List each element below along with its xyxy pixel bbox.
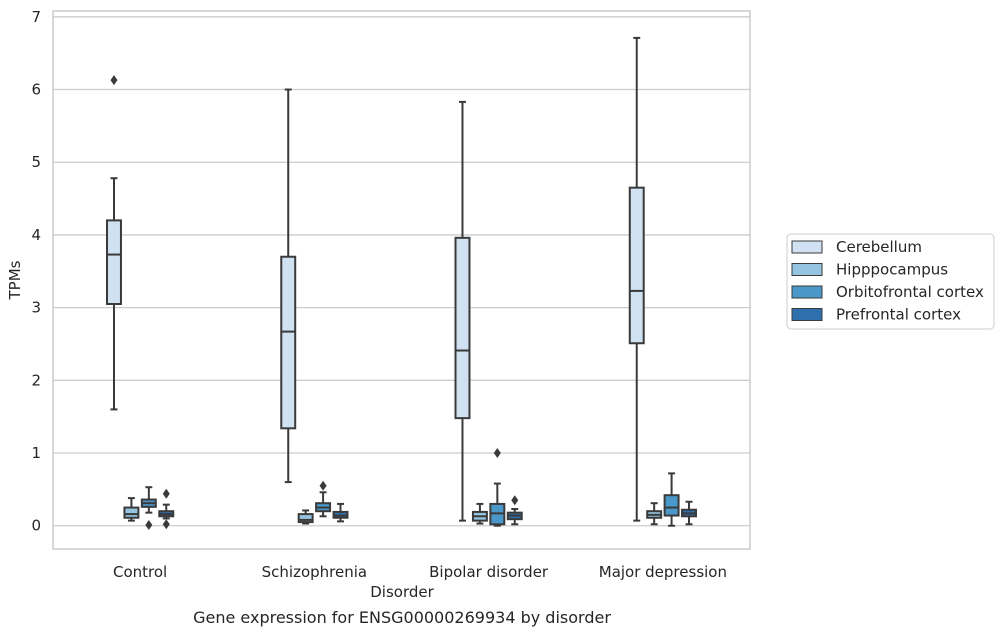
y-tick-label: 0 bbox=[31, 517, 41, 535]
box bbox=[123, 497, 140, 522]
box bbox=[315, 480, 332, 518]
y-gridlines bbox=[53, 16, 750, 527]
legend-swatch bbox=[791, 285, 823, 299]
box bbox=[158, 488, 175, 530]
y-tick-label: 1 bbox=[31, 444, 41, 462]
box bbox=[628, 36, 645, 522]
box bbox=[454, 100, 471, 522]
x-tick-labels: Control Schizophrenia Bipolar disorder Majo… bbox=[113, 563, 727, 581]
legend-swatch bbox=[791, 308, 823, 321]
box-iqr bbox=[280, 255, 297, 430]
legend-label: Hipppocampus bbox=[836, 261, 948, 279]
x-tick-label: Control bbox=[113, 563, 167, 581]
chart-title: Gene expression for ENSG00000269934 by d… bbox=[193, 608, 611, 627]
legend-label: Orbitofrontal cortex bbox=[836, 283, 984, 301]
y-tick-label: 5 bbox=[31, 153, 41, 171]
legend-label: Cerebellum bbox=[836, 238, 922, 256]
box bbox=[297, 509, 314, 525]
outlier-marker bbox=[110, 75, 118, 86]
box bbox=[140, 486, 157, 531]
box bbox=[646, 502, 663, 526]
outlier-marker bbox=[162, 519, 170, 530]
x-tick-label: Major depression bbox=[599, 563, 727, 581]
box-series-group bbox=[123, 497, 663, 526]
y-tick-label: 4 bbox=[31, 226, 41, 244]
box-series-group bbox=[140, 448, 680, 531]
box bbox=[471, 502, 488, 525]
box bbox=[280, 88, 297, 484]
box bbox=[332, 502, 349, 523]
y-tick-label: 6 bbox=[31, 81, 41, 99]
box-series-group bbox=[106, 36, 645, 522]
box-iqr bbox=[454, 236, 471, 420]
legend-label: Prefrontal cortex bbox=[836, 306, 961, 324]
x-axis-label: Disorder bbox=[370, 583, 434, 601]
plot-frame bbox=[52, 10, 751, 550]
outlier-marker bbox=[319, 480, 327, 491]
x-tick-label: Bipolar disorder bbox=[429, 563, 549, 581]
box-iqr bbox=[663, 494, 680, 517]
box-iqr bbox=[123, 506, 140, 519]
box-iqr bbox=[106, 219, 122, 305]
plot-background bbox=[53, 11, 750, 549]
box bbox=[489, 448, 506, 527]
y-tick-label: 3 bbox=[31, 299, 41, 317]
y-tick-label: 7 bbox=[31, 8, 41, 26]
legend-swatch bbox=[791, 240, 823, 254]
box-series bbox=[106, 36, 697, 531]
box bbox=[106, 75, 122, 411]
outlier-marker bbox=[145, 520, 153, 531]
box-iqr bbox=[628, 186, 645, 345]
outlier-marker bbox=[162, 488, 170, 499]
legend: Cerebellum Hipppocampus Orbitofrontal cort… bbox=[786, 233, 995, 330]
y-tick-labels: 0 1 2 3 4 5 6 7 bbox=[31, 8, 41, 535]
box bbox=[506, 495, 523, 526]
outlier-marker bbox=[511, 495, 519, 506]
x-tick-label: Schizophrenia bbox=[262, 563, 367, 581]
box-iqr bbox=[297, 513, 314, 524]
box bbox=[663, 472, 680, 527]
legend-frame bbox=[786, 233, 995, 330]
box-series-group bbox=[158, 488, 697, 530]
outlier-marker bbox=[493, 448, 501, 459]
y-axis-label: TPMs bbox=[6, 260, 24, 300]
legend-swatch bbox=[791, 263, 823, 276]
y-tick-label: 2 bbox=[31, 371, 41, 389]
box bbox=[681, 500, 697, 526]
